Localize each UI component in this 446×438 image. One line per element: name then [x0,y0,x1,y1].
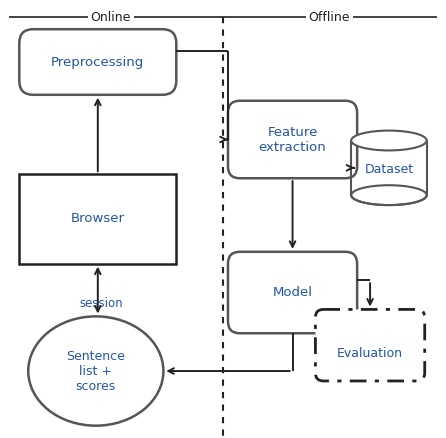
Text: Browser: Browser [71,212,125,226]
Text: session: session [79,297,123,311]
Text: Offline: Offline [309,11,350,24]
Text: Dataset: Dataset [364,163,413,177]
FancyBboxPatch shape [315,309,425,381]
FancyBboxPatch shape [228,252,357,333]
Ellipse shape [351,131,427,150]
Text: Evaluation: Evaluation [337,346,403,360]
Text: Sentence
list +
scores: Sentence list + scores [66,350,125,392]
FancyBboxPatch shape [228,101,357,178]
FancyBboxPatch shape [19,29,176,95]
Ellipse shape [28,316,163,426]
Bar [19,174,176,264]
Text: Online: Online [91,11,131,24]
Ellipse shape [351,185,427,205]
Text: Model: Model [273,286,313,299]
Text: Preprocessing: Preprocessing [51,56,145,68]
Text: Feature
extraction: Feature extraction [259,126,326,153]
